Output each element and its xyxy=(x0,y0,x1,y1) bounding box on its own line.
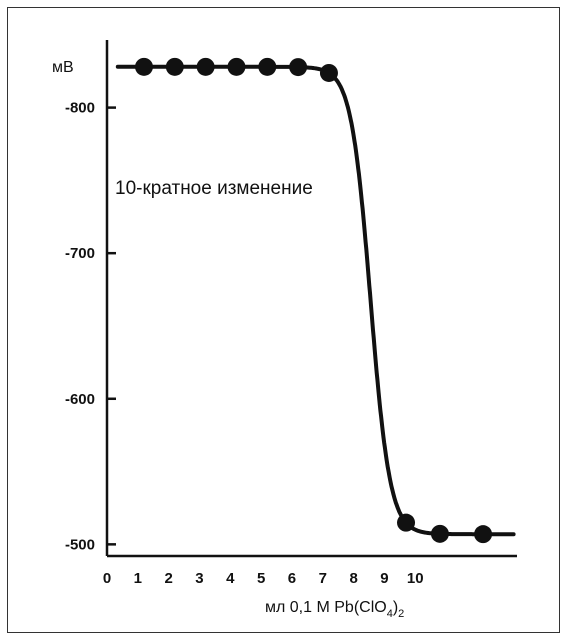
data-point xyxy=(227,57,246,76)
x-ticks: 0 1 2 3 4 5 6 7 8 9 10 xyxy=(103,570,424,587)
x-axis-label-mid: ) xyxy=(393,599,398,616)
data-point xyxy=(258,57,277,76)
x-tick-label: 8 xyxy=(349,570,357,587)
y-tick-label: -500 xyxy=(65,536,95,553)
x-tick-label: 7 xyxy=(319,570,327,587)
x-axis-label-sub1: 4 xyxy=(387,608,393,620)
x-tick-label: 10 xyxy=(407,570,424,587)
x-axis-label: мл 0,1 M Pb(ClO4)2 xyxy=(265,599,404,620)
x-tick-label: 1 xyxy=(134,570,142,587)
data-point xyxy=(319,63,338,82)
data-point xyxy=(165,57,184,76)
data-points xyxy=(134,57,493,544)
data-point xyxy=(289,58,308,77)
data-point xyxy=(397,513,416,532)
data-point xyxy=(430,524,449,543)
x-axis-label-sub2: 2 xyxy=(398,608,404,620)
x-tick-label: 9 xyxy=(380,570,388,587)
y-tick-label: -700 xyxy=(65,245,95,262)
data-point xyxy=(134,57,153,76)
x-axis-label-main: мл 0,1 M Pb(ClO xyxy=(265,599,387,616)
x-tick-label: 2 xyxy=(164,570,172,587)
y-ticks: -800 -700 -600 -500 xyxy=(65,100,116,553)
y-axis-label: мВ xyxy=(52,59,74,76)
axes xyxy=(105,40,517,558)
x-tick-label: 5 xyxy=(257,570,265,587)
x-tick-label: 3 xyxy=(195,570,203,587)
annotation-label: 10-кратное изменение xyxy=(115,178,313,199)
y-tick-label: -800 xyxy=(65,100,95,117)
x-tick-label: 6 xyxy=(288,570,296,587)
y-tick-label: -600 xyxy=(65,391,95,408)
chart-frame xyxy=(7,7,560,633)
data-point xyxy=(474,525,493,544)
x-tick-label: 4 xyxy=(226,570,235,587)
titration-curve xyxy=(115,64,516,537)
data-point xyxy=(196,57,215,76)
x-tick-label: 0 xyxy=(103,570,111,587)
